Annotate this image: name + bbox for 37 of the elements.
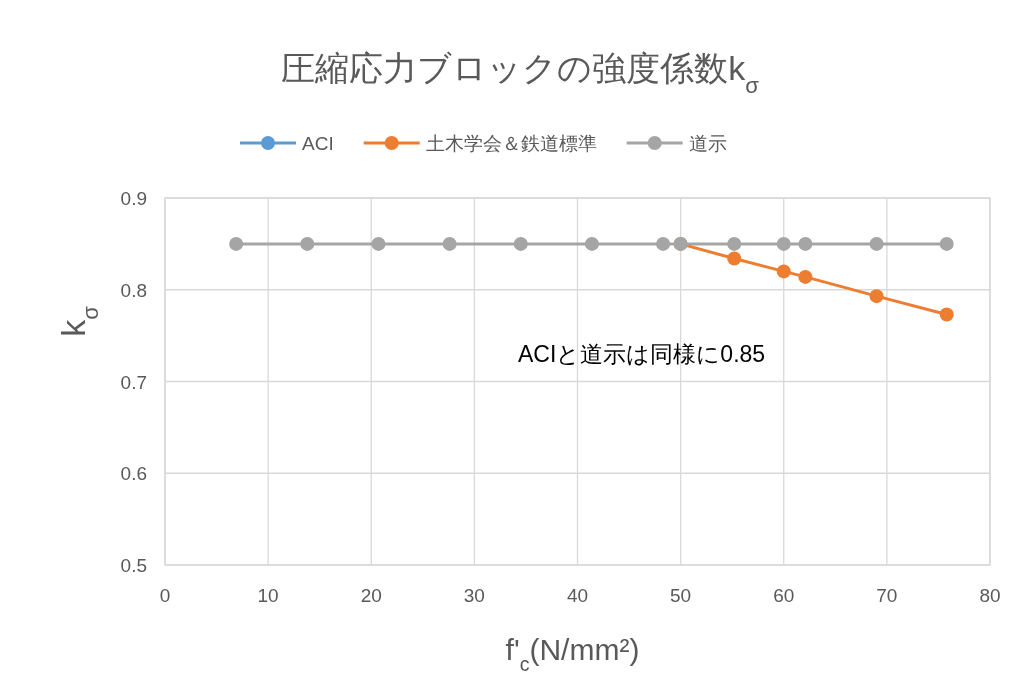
ytick: 0.9 xyxy=(120,188,147,209)
point xyxy=(229,236,244,251)
xtick: 10 xyxy=(257,585,279,606)
ytick: 0.5 xyxy=(120,555,147,576)
legend-label: 土木学会＆鉄道標準 xyxy=(425,133,597,154)
xtick: 40 xyxy=(566,585,589,606)
point xyxy=(776,264,791,279)
point xyxy=(869,236,884,251)
point xyxy=(656,236,671,251)
xtick: 80 xyxy=(979,585,1001,606)
xtick: 30 xyxy=(463,585,485,606)
point xyxy=(300,236,315,251)
xtick: 60 xyxy=(773,585,795,606)
point xyxy=(584,236,599,251)
point xyxy=(798,269,813,284)
point xyxy=(939,236,954,251)
point xyxy=(776,236,791,251)
ytick: 0.7 xyxy=(120,371,147,393)
title: 圧縮応力ブロックの強度係数k$_{σ}$ xyxy=(281,49,759,98)
annotation: ACIと道示は同様に0.85 xyxy=(518,341,766,367)
point xyxy=(727,251,742,266)
xtick: 50 xyxy=(670,585,692,606)
legend-label: 道示 xyxy=(688,133,727,154)
ytick: 0.8 xyxy=(120,279,147,301)
point xyxy=(727,236,742,251)
xtick: 70 xyxy=(876,585,898,606)
point xyxy=(513,236,528,251)
point xyxy=(798,236,813,251)
legend-label: ACI xyxy=(302,133,334,154)
point xyxy=(371,236,386,251)
point xyxy=(442,236,457,251)
xlabel: f'$_{c}$(N/mm²) xyxy=(505,633,640,675)
point xyxy=(939,307,954,322)
ytick: 0.6 xyxy=(120,463,147,485)
xtick: 0 xyxy=(159,585,171,606)
point xyxy=(869,289,884,304)
xtick: 20 xyxy=(360,585,382,606)
